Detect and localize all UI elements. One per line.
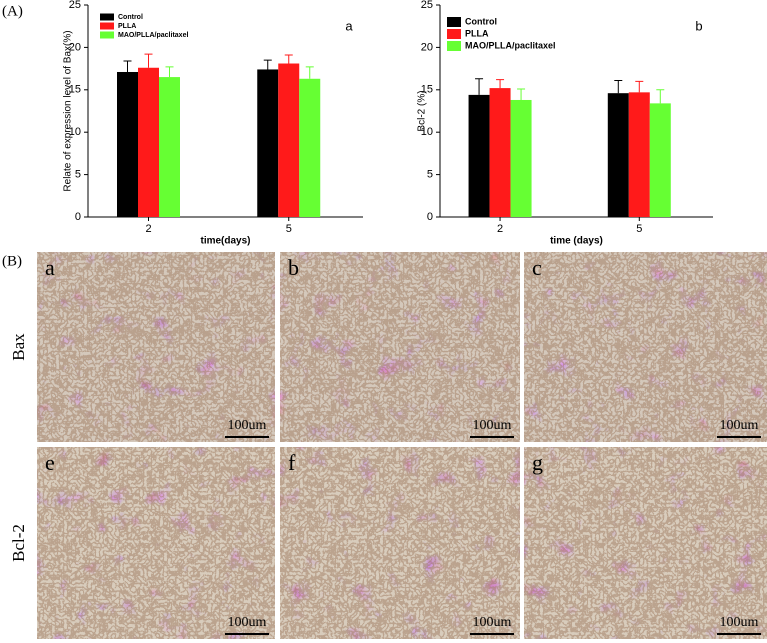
panel-letter: b <box>288 255 299 280</box>
x-axis-label: time(days) <box>200 236 250 247</box>
row-label: Bcl-2 <box>9 524 28 562</box>
bar <box>278 63 300 218</box>
y-tick-label: 10 <box>421 126 433 138</box>
legend-label: PLLA <box>118 23 136 30</box>
legend-swatch <box>447 41 461 51</box>
legend-label: PLLA <box>465 28 489 38</box>
y-tick-label: 15 <box>69 84 81 96</box>
legend-swatch <box>100 13 114 21</box>
legend-swatch <box>100 31 114 39</box>
y-tick-label: 10 <box>69 126 81 138</box>
panel-label: (B) <box>2 253 22 269</box>
micrograph-cells <box>37 447 275 639</box>
panel-letter: f <box>288 450 296 475</box>
scale-label: 100um <box>228 615 267 630</box>
row-label: Bax <box>9 333 28 361</box>
legend-label: MAO/PLLA/paclitaxel <box>465 40 556 50</box>
chart-annotation: b <box>695 18 702 33</box>
bar <box>510 99 532 217</box>
micrograph-cells <box>280 447 520 639</box>
scale-label: 100um <box>473 615 512 630</box>
bar <box>649 103 671 217</box>
error-bar <box>123 60 132 72</box>
y-axis-label: Relate of expression level of Bax(%) <box>63 30 74 191</box>
y-tick-label: 0 <box>75 211 81 223</box>
bar <box>257 69 279 217</box>
x-axis-label: time (days) <box>550 236 603 247</box>
error-bar <box>517 88 526 100</box>
error-bar <box>496 79 505 89</box>
error-bar <box>284 54 293 64</box>
y-tick-label: 5 <box>427 169 433 181</box>
legend-label: MAO/PLLA/paclitaxel <box>118 32 188 39</box>
y-tick-label: 25 <box>421 0 433 11</box>
panel-letter: a <box>45 255 55 280</box>
y-tick-label: 20 <box>69 41 81 53</box>
bar <box>607 93 629 217</box>
error-bar <box>144 53 153 68</box>
bar <box>628 92 650 217</box>
scale-label: 100um <box>228 418 267 433</box>
micrograph-cells <box>524 252 767 442</box>
scale-label: 100um <box>473 418 512 433</box>
legend-label: Control <box>465 16 497 26</box>
y-tick-label: 5 <box>75 169 81 181</box>
bar <box>159 77 180 217</box>
error-bar <box>305 66 314 79</box>
bar <box>489 88 511 217</box>
y-tick-label: 25 <box>69 0 81 11</box>
y-axis-label: Bcl-2 (%) <box>417 90 428 131</box>
legend-swatch <box>447 17 461 27</box>
error-bar <box>475 78 484 95</box>
error-bar <box>656 89 665 104</box>
bar <box>138 67 159 217</box>
x-tick-label: 5 <box>636 223 642 235</box>
chart-annotation: a <box>345 18 353 33</box>
legend-swatch <box>100 22 114 30</box>
legend-swatch <box>447 29 461 39</box>
bar <box>468 94 490 217</box>
panel-letter: c <box>532 255 542 280</box>
micrograph-cells <box>280 252 520 442</box>
error-bar <box>635 80 644 93</box>
y-tick-label: 20 <box>421 41 433 53</box>
scale-label: 100um <box>720 418 759 433</box>
y-tick-label: 0 <box>427 211 433 223</box>
error-bar <box>165 66 174 78</box>
scale-label: 100um <box>720 615 759 630</box>
panel-letter: e <box>45 450 55 475</box>
legend-label: Control <box>118 14 143 21</box>
micrograph-cells <box>524 447 767 639</box>
error-bar <box>263 59 272 70</box>
panel-letter: g <box>532 450 543 475</box>
x-tick-label: 2 <box>497 223 503 235</box>
panel-label: (A) <box>2 3 23 19</box>
bar <box>117 71 138 217</box>
micrograph-cells <box>37 252 275 442</box>
bar <box>299 78 321 217</box>
error-bar <box>614 79 623 94</box>
y-tick-label: 15 <box>421 84 433 96</box>
x-tick-label: 5 <box>286 223 292 235</box>
x-tick-label: 2 <box>145 223 151 235</box>
